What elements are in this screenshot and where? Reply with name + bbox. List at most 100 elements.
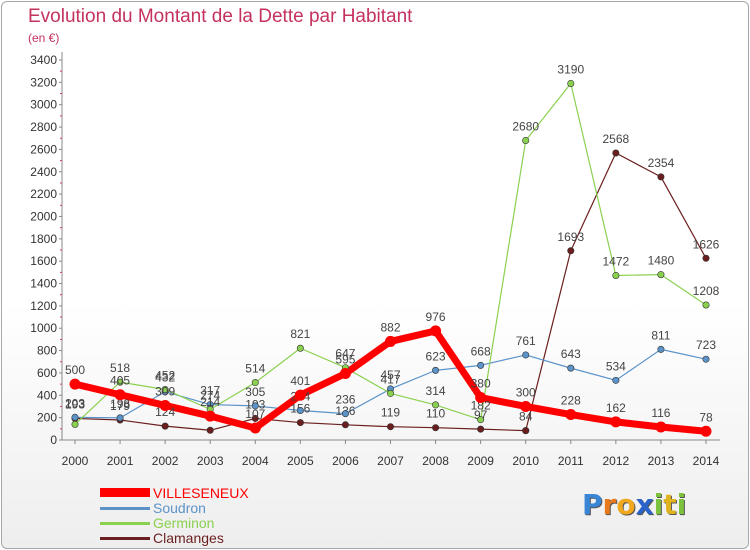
chart-subtitle: (en €) [28, 31, 60, 45]
y-tick-label: 2200 [30, 187, 57, 201]
data-label: 228 [561, 394, 581, 408]
data-label: 647 [335, 347, 355, 361]
data-point [339, 368, 351, 379]
data-point [251, 379, 259, 387]
data-point [657, 271, 665, 279]
y-tick-label: 0 [50, 433, 57, 447]
data-label: 1693 [557, 230, 584, 244]
logo-letter: i [676, 488, 687, 521]
data-point [432, 401, 440, 409]
data-label: 78 [699, 410, 713, 424]
data-label: 821 [290, 327, 310, 341]
data-label: 518 [110, 361, 130, 375]
y-tick-label: 1200 [30, 299, 57, 313]
data-label: 723 [696, 338, 716, 352]
x-tick-label: 2000 [62, 454, 89, 468]
logo-letter: x [635, 488, 654, 521]
y-tick-label: 1000 [30, 321, 57, 335]
y-tick-label: 2600 [30, 142, 57, 156]
logo-letter: P [582, 488, 603, 521]
data-point [71, 413, 79, 421]
data-label: 452 [155, 368, 175, 382]
data-point [475, 392, 487, 404]
data-label: 380 [471, 377, 491, 391]
data-point [249, 422, 261, 434]
x-tick-label: 2009 [467, 454, 494, 468]
data-label: 2354 [648, 156, 675, 170]
y-tick-label: 1400 [30, 277, 57, 291]
data-point [567, 364, 575, 372]
data-label: 1208 [693, 284, 720, 298]
data-point [341, 421, 349, 429]
data-label: 124 [155, 405, 175, 419]
data-point [114, 389, 126, 401]
x-tick-label: 2004 [242, 454, 269, 468]
data-point [522, 427, 530, 435]
y-tick-label: 3000 [30, 98, 57, 112]
data-label: 107 [245, 407, 265, 421]
series-line-clamanges [525, 152, 707, 432]
data-label: 405 [110, 374, 130, 388]
y-tick-label: 2000 [30, 209, 57, 223]
data-point [477, 416, 485, 424]
data-point [702, 355, 710, 363]
logo-letter: r [602, 488, 617, 521]
data-label: 179 [110, 399, 130, 413]
data-point [657, 345, 665, 353]
y-tick-label: 200 [37, 411, 57, 425]
data-label: 432 [155, 371, 175, 385]
data-label: 623 [426, 349, 446, 363]
data-label: 811 [651, 328, 670, 342]
data-label: 314 [426, 384, 446, 398]
data-label: 236 [335, 393, 355, 407]
data-point [477, 425, 485, 433]
data-point [610, 416, 622, 428]
logo-letter: t [663, 488, 677, 521]
data-label: 2680 [512, 119, 539, 133]
data-label: 198 [110, 397, 130, 411]
x-tick-label: 2003 [197, 454, 224, 468]
data-point [657, 173, 665, 181]
legend-swatch [100, 522, 150, 525]
data-label: 203 [65, 396, 85, 410]
data-point [296, 406, 304, 414]
x-tick-label: 2006 [332, 454, 359, 468]
legend-swatch [100, 488, 150, 497]
y-tick-label: 2400 [30, 165, 57, 179]
data-point [296, 344, 304, 352]
data-point [386, 389, 394, 397]
y-tick-label: 1600 [30, 254, 57, 268]
data-point [702, 254, 710, 262]
data-label: 401 [290, 374, 310, 388]
chart-title: Evolution du Montant de la Dette par Hab… [28, 6, 413, 27]
data-label: 305 [245, 385, 265, 399]
data-label: 882 [380, 320, 400, 334]
data-point [655, 421, 667, 433]
data-point [612, 149, 620, 157]
x-tick-label: 2001 [107, 454, 134, 468]
data-point [116, 414, 124, 422]
data-label: 182 [471, 399, 491, 413]
y-tick-label: 2800 [30, 120, 57, 134]
x-tick-label: 2008 [422, 454, 449, 468]
logo-letter: o [616, 488, 636, 521]
data-point [522, 136, 530, 144]
x-tick-label: 2011 [558, 454, 584, 468]
data-label: 457 [380, 368, 400, 382]
data-label: 84 [519, 410, 533, 424]
data-label: 110 [426, 407, 445, 421]
data-point [69, 378, 81, 390]
data-label: 317 [200, 384, 220, 398]
data-label: 417 [380, 372, 400, 386]
data-point [159, 399, 171, 411]
data-point [432, 424, 440, 432]
x-tick-label: 2007 [377, 454, 404, 468]
data-point [294, 389, 306, 401]
data-label: 3190 [557, 62, 584, 76]
data-point [161, 385, 169, 393]
data-point [612, 271, 620, 279]
data-label: 162 [606, 401, 626, 415]
data-point [612, 376, 620, 384]
data-point [702, 301, 710, 309]
data-point [386, 423, 394, 431]
